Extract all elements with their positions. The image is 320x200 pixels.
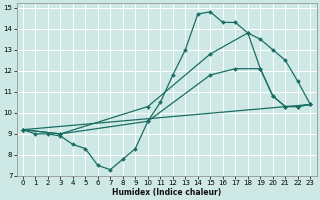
X-axis label: Humidex (Indice chaleur): Humidex (Indice chaleur) bbox=[112, 188, 221, 197]
